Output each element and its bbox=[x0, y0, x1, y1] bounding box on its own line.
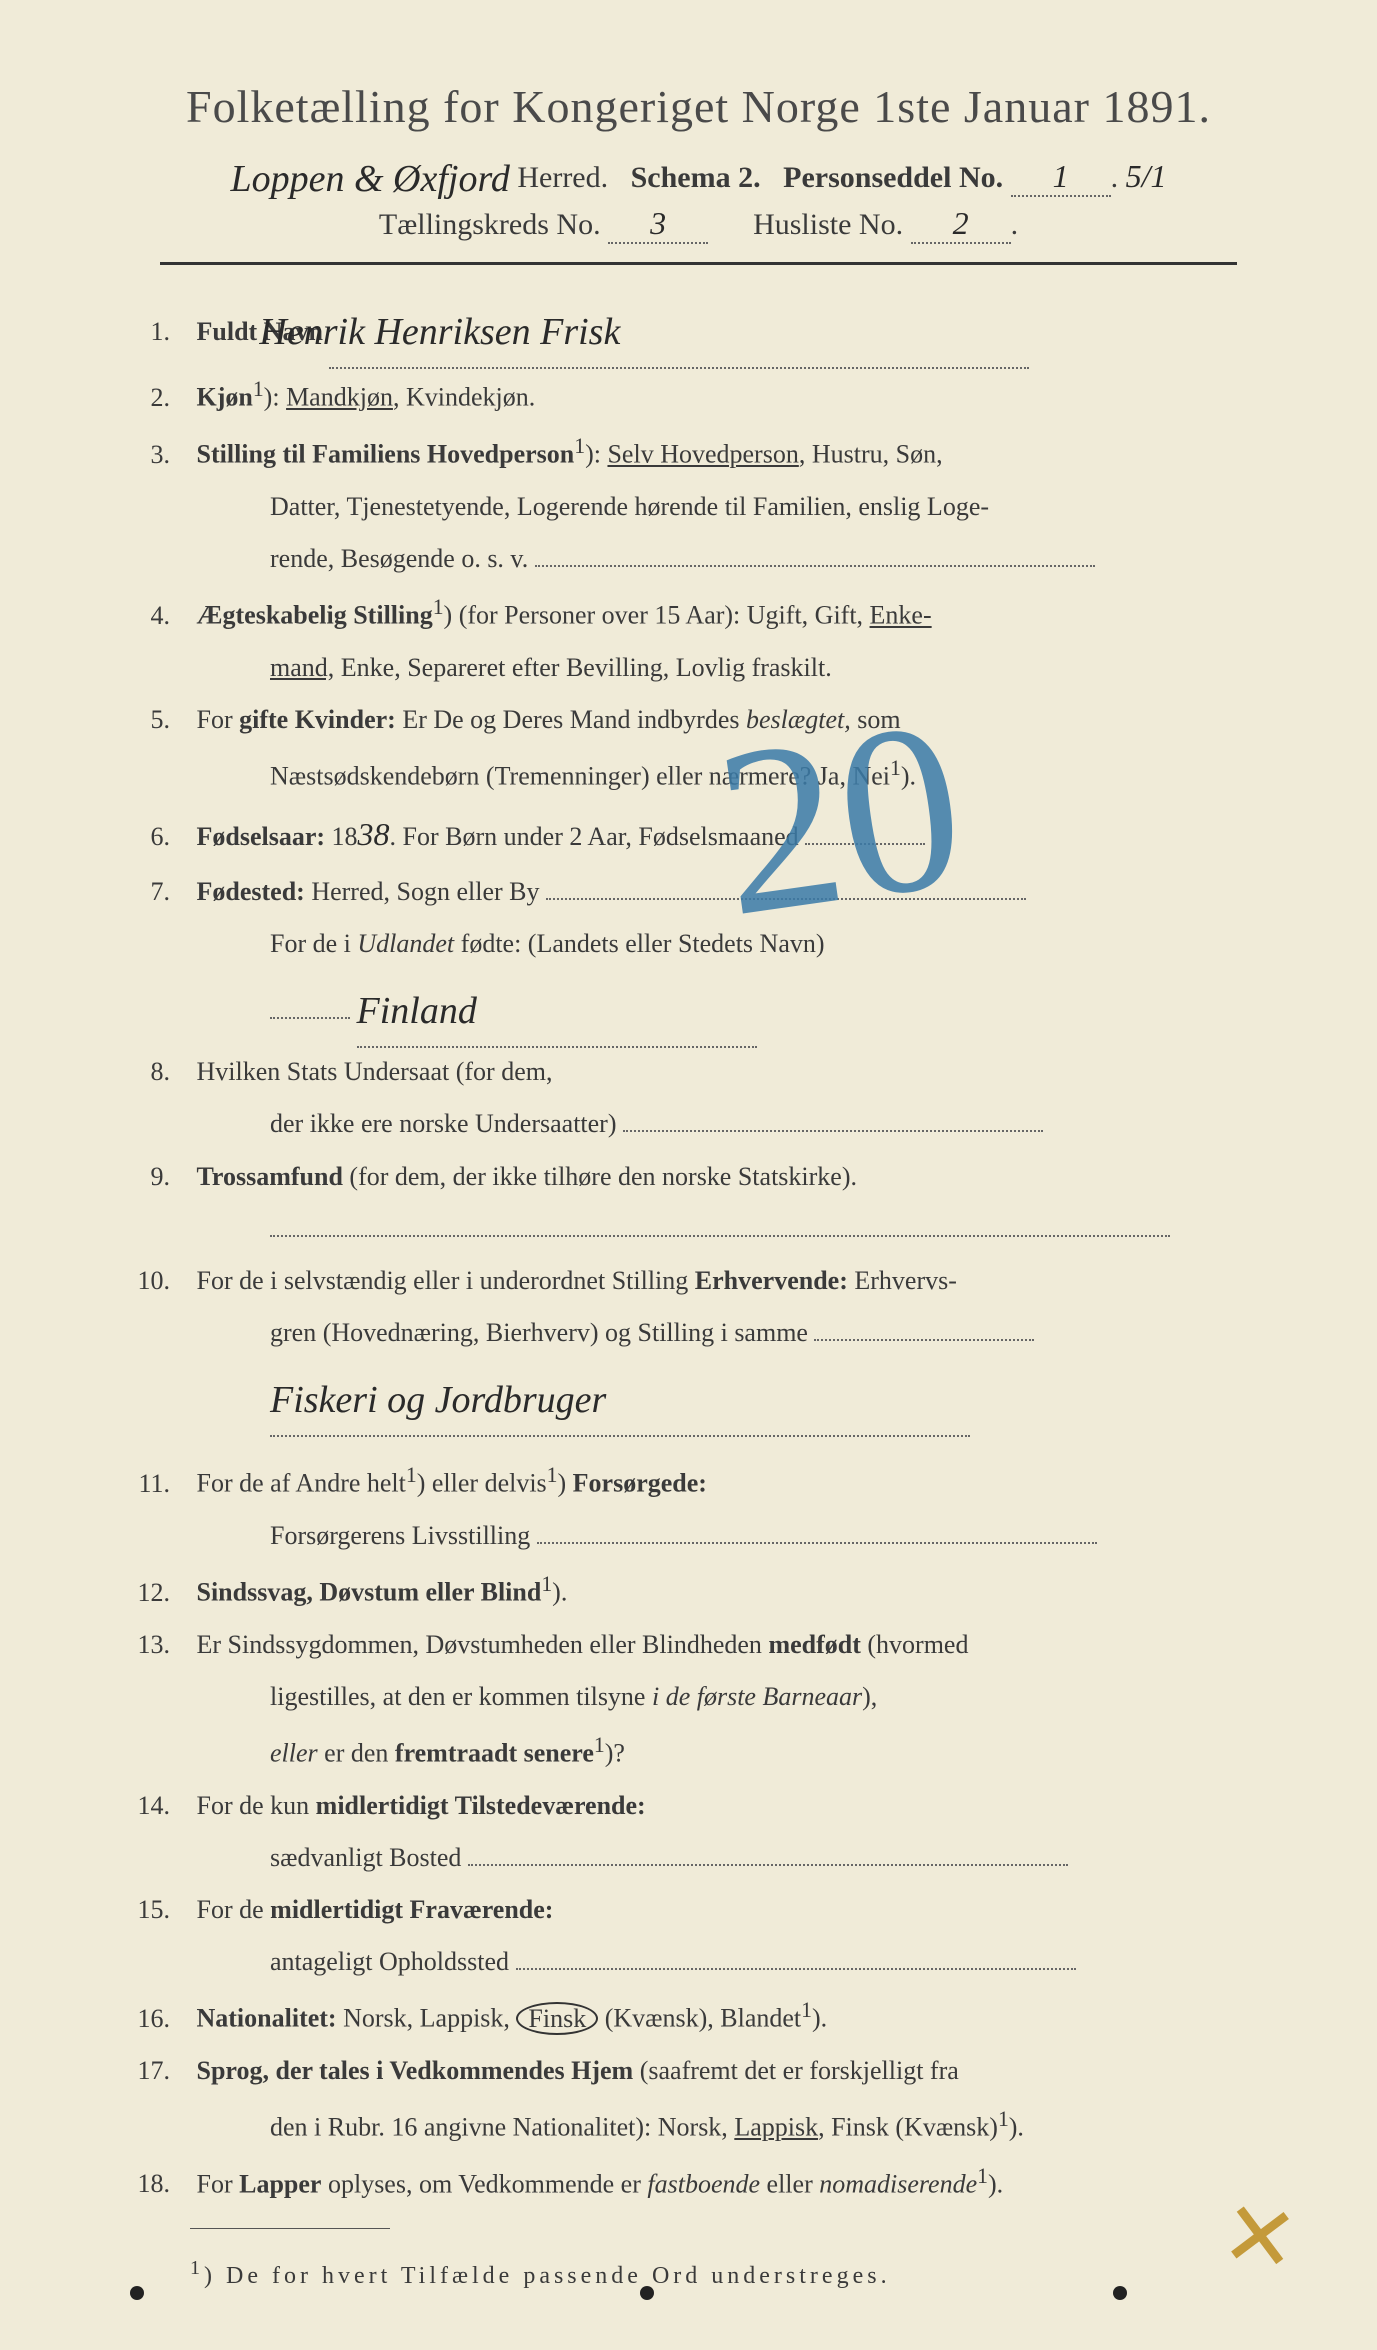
field-13-line3: eller er den fremtraadt senere1)? bbox=[120, 1725, 1277, 1778]
field-14-line2: sædvanligt Bosted bbox=[120, 1834, 1277, 1882]
field-8-line2: der ikke ere norske Undersaatter) bbox=[120, 1100, 1277, 1148]
field-3: 3. Stilling til Familiens Hovedperson1):… bbox=[120, 426, 1277, 479]
subheader-line1: Loppen & Øxfjord Herred. Schema 2. Perso… bbox=[120, 153, 1277, 197]
field-11: 11. For de af Andre helt1) eller delvis1… bbox=[120, 1455, 1277, 1508]
field-13-line2: ligestilles, at den er kommen tilsyne i … bbox=[120, 1673, 1277, 1721]
nationality-circled: Finsk bbox=[516, 2002, 598, 2035]
field-13: 13. Er Sindssygdommen, Døvstumheden elle… bbox=[120, 1621, 1277, 1669]
field-17-line2: den i Rubr. 16 angivne Nationalitet): No… bbox=[120, 2099, 1277, 2152]
personseddel-suffix: 5/1 bbox=[1126, 158, 1167, 194]
field-16: 16. Nationalitet: Norsk, Lappisk, Finsk … bbox=[120, 1990, 1277, 2043]
husliste-no: 2 bbox=[911, 205, 1011, 244]
field-11-line2: Forsørgerens Livsstilling bbox=[120, 1512, 1277, 1560]
field-4-line2: mand, Enke, Separeret efter Bevilling, L… bbox=[120, 644, 1277, 692]
census-form-page: Folketælling for Kongeriget Norge 1ste J… bbox=[0, 0, 1377, 2350]
footnote-rule bbox=[190, 2228, 390, 2229]
herred-label: Herred. bbox=[517, 161, 608, 194]
kreds-label: Tællingskreds No. bbox=[379, 208, 601, 241]
field-3-line3: rende, Besøgende o. s. v. bbox=[120, 535, 1277, 583]
field-10-line2: gren (Hovednæring, Bierhverv) og Stillin… bbox=[120, 1309, 1277, 1357]
field-7: 7. Fødested: Herred, Sogn eller By bbox=[120, 868, 1277, 916]
herred-handwritten: Loppen & Øxfjord bbox=[230, 158, 509, 200]
divider bbox=[160, 262, 1237, 265]
punch-hole bbox=[640, 2286, 654, 2300]
field-17: 17. Sprog, der tales i Vedkommendes Hjem… bbox=[120, 2047, 1277, 2095]
field-6: 6. Fødselsaar: 1838. For Børn under 2 Aa… bbox=[120, 805, 1277, 864]
personseddel-no: 1 bbox=[1011, 158, 1111, 197]
field-12: 12. Sindssvag, Døvstum eller Blind1). bbox=[120, 1564, 1277, 1617]
husliste-label: Husliste No. bbox=[753, 208, 903, 241]
schema-label: Schema 2. bbox=[631, 161, 761, 194]
field-15-line2: antageligt Opholdssted bbox=[120, 1938, 1277, 1986]
field-14: 14. For de kun midlertidigt Tilstedevære… bbox=[120, 1782, 1277, 1830]
subheader-line2: Tællingskreds No. 3 Husliste No. 2. bbox=[120, 205, 1277, 244]
footnote: 1) De for hvert Tilfælde passende Ord un… bbox=[120, 2257, 1277, 2290]
punch-hole bbox=[1113, 2286, 1127, 2300]
field-3-line2: Datter, Tjenestetyende, Logerende hørend… bbox=[120, 483, 1277, 531]
field-5: 5. For gifte Kvinder: Er De og Deres Man… bbox=[120, 696, 1277, 744]
field-2: 2. Kjøn1): Mandkjøn, Kvindekjøn. bbox=[120, 369, 1277, 422]
personseddel-label: Personseddel No. bbox=[783, 161, 1003, 194]
field-10: 10. For de i selvstændig eller i underor… bbox=[120, 1257, 1277, 1305]
field-4: 4. Ægteskabelig Stilling1) (for Personer… bbox=[120, 587, 1277, 640]
full-name-value: Henrik Henriksen Frisk bbox=[329, 297, 1029, 369]
field-8: 8. Hvilken Stats Undersaat (for dem, bbox=[120, 1048, 1277, 1096]
field-15: 15. For de midlertidigt Fraværende: bbox=[120, 1886, 1277, 1934]
field-5-line2: Næstsødskendebørn (Tremenninger) eller n… bbox=[120, 748, 1277, 801]
kreds-no: 3 bbox=[608, 205, 708, 244]
field-7-line2: For de i Udlandet fødte: (Landets eller … bbox=[120, 920, 1277, 968]
occupation-value: Fiskeri og Jordbruger bbox=[270, 1365, 970, 1437]
birth-year: 38 bbox=[358, 816, 390, 852]
field-10-value: Fiskeri og Jordbruger bbox=[120, 1361, 1277, 1433]
field-18: 18. For Lapper oplyses, om Vedkommende e… bbox=[120, 2156, 1277, 2209]
field-7-value: Finland bbox=[120, 972, 1277, 1044]
field-9: 9. Trossamfund (for dem, der ikke tilhør… bbox=[120, 1153, 1277, 1201]
orange-cross-mark: ✕ bbox=[1215, 2181, 1304, 2295]
page-title: Folketælling for Kongeriget Norge 1ste J… bbox=[120, 80, 1277, 133]
birthplace-value: Finland bbox=[357, 976, 757, 1048]
field-1: 1. Fuldt Navn Henrik Henriksen Frisk bbox=[120, 293, 1277, 365]
punch-hole bbox=[130, 2286, 144, 2300]
field-9-line2 bbox=[120, 1205, 1277, 1253]
